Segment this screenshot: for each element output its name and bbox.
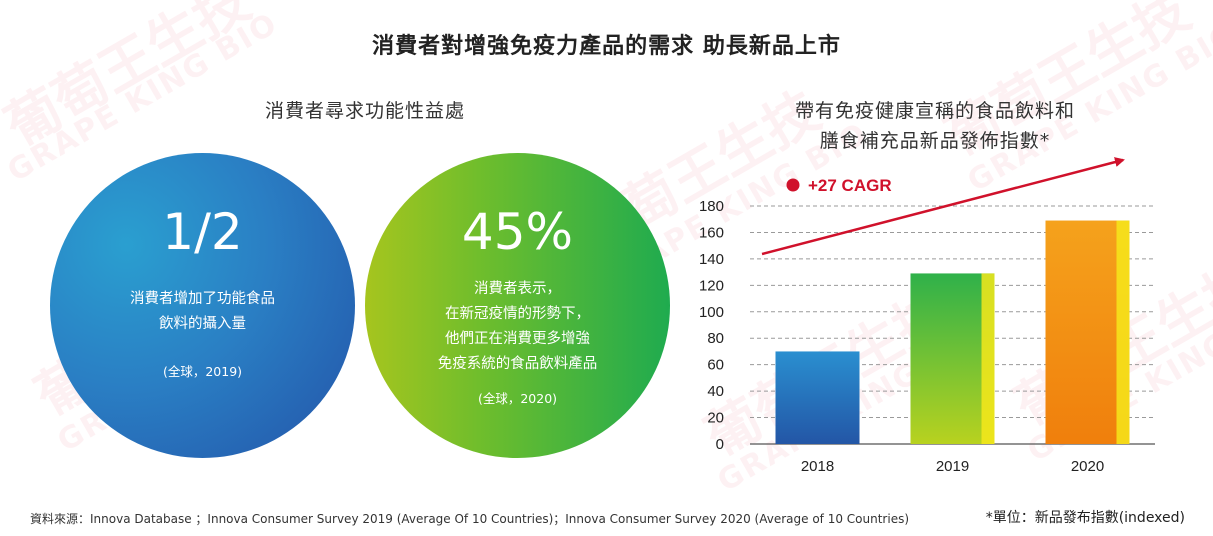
stat-circle-immune-products: 45% 消費者表示， 在新冠疫情的形勢下， 他們正在消費更多增強 免疫系統的食品… [365,153,670,458]
bar-2019 [910,273,995,444]
y-tick-label: 180 [699,198,724,215]
stat-description-line: 在新冠疫情的形勢下， [445,306,590,322]
stat-description: 消費者表示， 在新冠疫情的形勢下， 他們正在消費更多增強 免疫系統的食品飲料產品 [365,277,670,377]
x-tick-label: 2018 [801,458,834,475]
stat-description-line: 消費者表示， [474,281,561,297]
right-subtitle-line-2: 膳食補充品新品發佈指數* [819,130,1051,152]
y-tick-label: 140 [699,251,724,268]
watermark-cn: 葡萄王生技 [0,0,261,159]
footnote-unit: *單位：新品發布指數(indexed) [985,510,1185,526]
cagr-dot [786,178,800,192]
cagr-label: +27 CAGR [808,176,892,195]
bar-chart: 0 20 40 60 80 100 120 140 160 180 2018 2019 2020 +27 … [699,157,1155,475]
footnote-source: 資料來源：Innova Database ；Innova Consumer Su… [30,512,910,526]
stat-value: 45% [461,203,574,261]
stat-description-line: 消費者增加了功能食品 [130,291,275,307]
right-subtitle-line-1: 帶有免疫健康宣稱的食品飲料和 [794,100,1075,122]
bar-accent-2020 [1116,220,1130,444]
stat-source: (全球，2019) [162,364,243,379]
page-title: 消費者對增強免疫力產品的需求 助長新品上市 [372,34,841,59]
y-tick-label: 0 [716,436,724,453]
y-tick-label: 160 [699,224,724,241]
y-tick-label: 80 [707,330,724,347]
stat-circle-functional-intake: 1/2 消費者增加了功能食品 飲料的攝入量 (全球，2019) [50,153,355,458]
left-panel-subtitle: 消費者尋求功能性益處 [264,100,465,122]
trend-arrow [761,157,1125,256]
y-tick-label: 100 [699,304,724,321]
y-tick-label: 60 [707,357,724,374]
x-tick-label: 2020 [1071,458,1104,475]
bar-accent-2019 [981,273,995,444]
bar-2018 [775,351,860,444]
stat-description-line: 飲料的攝入量 [159,316,246,332]
stat-description-line: 免疫系統的食品飲料產品 [437,356,598,372]
stat-source: (全球，2020) [477,391,558,406]
stat-value: 1/2 [162,203,243,261]
stat-description-line: 他們正在消費更多增強 [445,331,590,347]
y-tick-label: 20 [707,410,724,427]
right-panel-subtitle: 帶有免疫健康宣稱的食品飲料和 膳食補充品新品發佈指數* [720,96,1150,156]
x-tick-label: 2019 [936,458,969,475]
y-tick-label: 120 [699,277,724,294]
y-tick-label: 40 [707,383,724,400]
stat-description: 消費者增加了功能食品 飲料的攝入量 [50,287,355,337]
bar-2020 [1045,220,1130,444]
